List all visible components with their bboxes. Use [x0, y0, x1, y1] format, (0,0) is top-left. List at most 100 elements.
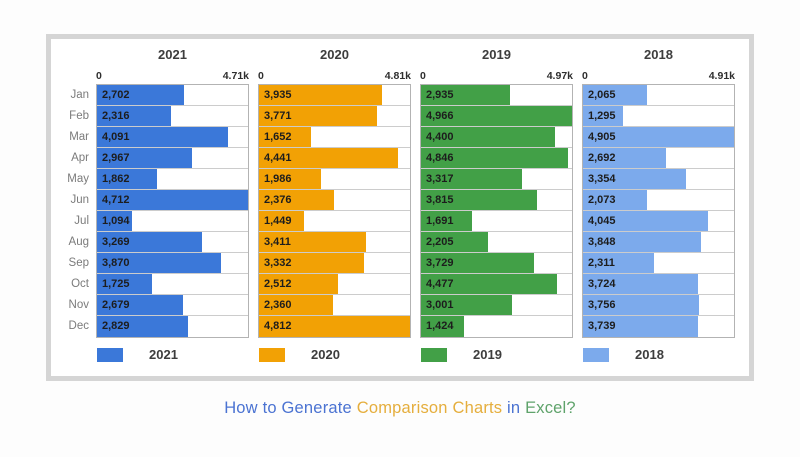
bar — [97, 232, 202, 252]
bar-value-label: 1,986 — [264, 173, 292, 185]
bar-value-label: 3,411 — [264, 236, 291, 248]
bar — [583, 127, 734, 147]
bar-row: 2,967 — [97, 148, 248, 169]
month-label: Feb — [69, 110, 89, 122]
bar-value-label: 3,848 — [588, 236, 616, 248]
bar — [259, 85, 383, 105]
x-axis-min-label: 0 — [420, 70, 426, 82]
bar-row: 2,692 — [583, 148, 734, 169]
month-label: May — [67, 173, 89, 185]
month-label: Aug — [68, 236, 89, 248]
month-label: Mar — [69, 131, 89, 143]
bar-row: 4,441 — [259, 148, 410, 169]
bar-value-label: 2,967 — [102, 152, 130, 164]
bar-row: 1,094 — [97, 211, 248, 232]
bar-row: 2,702 — [97, 85, 248, 106]
bar-value-label: 3,870 — [102, 257, 130, 269]
plot-area: 3,935 3,771 1,652 4,441 1,986 2,376 1,44… — [258, 84, 411, 338]
bar-value-label: 1,725 — [102, 278, 130, 290]
bar-value-label: 4,966 — [426, 110, 454, 122]
bar-value-label: 1,295 — [588, 110, 616, 122]
x-axis-min-label: 0 — [582, 70, 588, 82]
legend-label: 2019 — [473, 347, 502, 362]
bar-row: 2,205 — [421, 232, 572, 253]
bar-value-label: 1,424 — [426, 320, 454, 332]
x-axis: 0 4.71k — [96, 66, 249, 84]
bar — [97, 316, 188, 337]
title-part-3: in — [507, 399, 526, 417]
bar — [259, 106, 378, 126]
bar — [583, 316, 699, 337]
bar — [583, 190, 647, 210]
bar-row: 2,073 — [583, 190, 734, 211]
x-axis-min-label: 0 — [258, 70, 264, 82]
bar-row: 4,400 — [421, 127, 572, 148]
bar-row: 1,986 — [259, 169, 410, 190]
bar-value-label: 4,905 — [588, 131, 616, 143]
bar-value-label: 2,073 — [588, 194, 616, 206]
bar-value-label: 3,739 — [588, 320, 616, 332]
bar-row: 3,001 — [421, 295, 572, 316]
bar-row: 4,091 — [97, 127, 248, 148]
bar — [421, 295, 513, 315]
bar — [259, 316, 410, 337]
title-part-4: Excel? — [525, 399, 576, 417]
bar-row: 2,512 — [259, 274, 410, 295]
bar-row: 4,812 — [259, 316, 410, 337]
bar-value-label: 2,205 — [426, 236, 454, 248]
month-axis: Jan Feb Mar Apr May Jun Jul Aug Sep Oct Nov Dec — [55, 85, 96, 362]
x-axis-max-label: 4.71k — [222, 70, 249, 82]
bar — [97, 85, 184, 105]
bar — [583, 169, 687, 189]
year-panel: 2021 0 4.71k 2,702 2,316 4,091 2,967 1,8… — [96, 44, 249, 362]
plot-area: 2,702 2,316 4,091 2,967 1,862 4,712 1,09… — [96, 84, 249, 338]
bar-row: 4,966 — [421, 106, 572, 127]
bar-value-label: 3,354 — [588, 173, 616, 185]
bar-value-label: 2,692 — [588, 152, 616, 164]
year-panel: 2019 0 4.97k 2,935 4,966 4,400 4,846 3,3… — [420, 44, 573, 362]
bar-value-label: 4,812 — [264, 320, 292, 332]
plot-area: 2,065 1,295 4,905 2,692 3,354 2,073 4,04… — [582, 84, 735, 338]
bar-row: 1,691 — [421, 211, 572, 232]
bar — [421, 253, 535, 273]
bar-row: 2,360 — [259, 295, 410, 316]
bar-value-label: 2,065 — [588, 89, 616, 101]
bar-row: 2,679 — [97, 295, 248, 316]
bar — [259, 295, 334, 315]
bar-value-label: 4,091 — [102, 131, 130, 143]
panel-year-title: 2019 — [482, 47, 511, 62]
bar — [259, 148, 399, 168]
bar — [259, 211, 305, 231]
bar-value-label: 4,045 — [588, 215, 616, 227]
bar-row: 3,332 — [259, 253, 410, 274]
bar-row: 1,652 — [259, 127, 410, 148]
bar-row: 3,739 — [583, 316, 734, 337]
panel-year-title: 2018 — [644, 47, 673, 62]
panel-year-title: 2020 — [320, 47, 349, 62]
bar-value-label: 4,441 — [264, 152, 292, 164]
legend: 2019 — [420, 347, 573, 362]
bar — [583, 232, 702, 252]
bar-row: 2,065 — [583, 85, 734, 106]
month-label: Jul — [74, 215, 89, 227]
bar-value-label: 3,729 — [426, 257, 454, 269]
bar-value-label: 2,316 — [102, 110, 130, 122]
bar-row: 3,724 — [583, 274, 734, 295]
bar — [97, 253, 222, 273]
bar-row: 4,712 — [97, 190, 248, 211]
bar — [583, 274, 698, 294]
legend-swatch — [583, 347, 609, 362]
legend-label: 2020 — [311, 347, 340, 362]
month-label: Sep — [68, 257, 89, 269]
bar — [97, 127, 229, 147]
bar — [583, 211, 708, 231]
bar — [259, 190, 334, 210]
bar — [97, 190, 248, 210]
x-axis-max-label: 4.91k — [708, 70, 735, 82]
bar — [583, 85, 647, 105]
month-label: Dec — [68, 320, 89, 332]
bar-row: 3,848 — [583, 232, 734, 253]
bar-row: 4,477 — [421, 274, 572, 295]
bar-row: 4,846 — [421, 148, 572, 169]
bar-row: 4,905 — [583, 127, 734, 148]
